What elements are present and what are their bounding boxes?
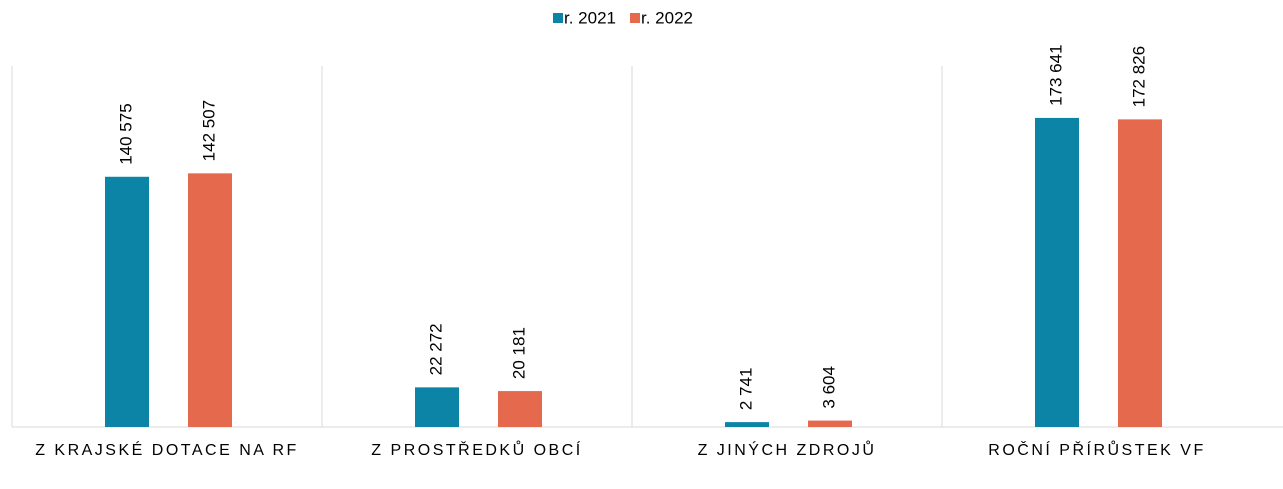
bar <box>188 173 232 427</box>
legend-swatch <box>553 13 563 23</box>
bar <box>1035 117 1079 428</box>
bar <box>725 422 769 427</box>
data-label: 2 741 <box>736 368 755 411</box>
bar <box>105 176 149 427</box>
legend-label: r. 2022 <box>641 8 693 27</box>
data-label: 142 507 <box>199 100 218 161</box>
data-label: 20 181 <box>509 327 528 379</box>
data-label: 22 272 <box>426 323 445 375</box>
data-label: 173 641 <box>1046 44 1065 105</box>
bar <box>415 387 459 427</box>
legend-swatch <box>630 13 640 23</box>
data-label: 140 575 <box>116 103 135 164</box>
x-tick-label: ROČNÍ PŘÍRŮSTEK VF <box>988 442 1206 459</box>
bar <box>1118 119 1162 427</box>
bar <box>498 391 542 427</box>
x-tick-label: Z KRAJSKÉ DOTACE NA RF <box>35 442 299 459</box>
x-tick-label: Z PROSTŘEDKŮ OBCÍ <box>371 442 583 459</box>
data-label: 3 604 <box>819 366 838 409</box>
data-label: 172 826 <box>1129 46 1148 107</box>
x-tick-label: Z JINÝCH ZDROJŮ <box>697 442 877 459</box>
legend-label: r. 2021 <box>564 8 616 27</box>
bar <box>808 420 852 427</box>
